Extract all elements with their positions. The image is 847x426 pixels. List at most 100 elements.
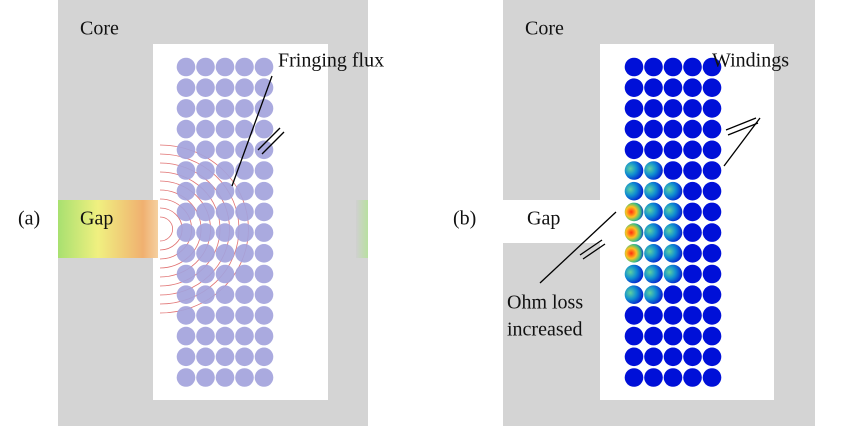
winding xyxy=(644,78,663,97)
winding xyxy=(177,203,196,222)
winding xyxy=(216,348,235,367)
winding xyxy=(625,120,644,139)
winding xyxy=(683,120,702,139)
winding-window xyxy=(153,44,328,400)
winding xyxy=(235,78,254,97)
winding xyxy=(683,99,702,118)
winding xyxy=(664,78,683,97)
winding xyxy=(664,203,683,222)
winding xyxy=(625,244,644,263)
winding xyxy=(625,348,644,367)
winding xyxy=(216,223,235,242)
winding xyxy=(625,368,644,387)
winding xyxy=(703,120,722,139)
winding xyxy=(255,285,274,304)
winding xyxy=(644,306,663,325)
winding xyxy=(683,182,702,201)
winding xyxy=(703,265,722,284)
winding xyxy=(235,182,254,201)
winding xyxy=(235,203,254,222)
winding xyxy=(644,265,663,284)
winding xyxy=(235,306,254,325)
winding xyxy=(255,368,274,387)
winding xyxy=(664,223,683,242)
winding xyxy=(683,223,702,242)
winding xyxy=(196,203,215,222)
winding xyxy=(664,161,683,180)
winding xyxy=(664,285,683,304)
winding xyxy=(196,78,215,97)
winding xyxy=(683,368,702,387)
figure: Core (a) Gap Fringing flux Core (b) Gap … xyxy=(0,0,847,426)
winding xyxy=(625,58,644,77)
winding xyxy=(177,368,196,387)
winding xyxy=(177,285,196,304)
winding xyxy=(683,265,702,284)
winding xyxy=(235,327,254,346)
winding xyxy=(664,368,683,387)
winding xyxy=(625,203,644,222)
winding xyxy=(196,141,215,160)
winding xyxy=(683,141,702,160)
winding xyxy=(196,58,215,77)
winding xyxy=(255,348,274,367)
winding xyxy=(177,120,196,139)
winding xyxy=(683,161,702,180)
winding xyxy=(625,223,644,242)
winding xyxy=(196,327,215,346)
winding xyxy=(196,244,215,263)
winding xyxy=(644,161,663,180)
winding xyxy=(625,327,644,346)
winding xyxy=(235,265,254,284)
winding xyxy=(703,306,722,325)
winding xyxy=(235,99,254,118)
winding xyxy=(216,265,235,284)
winding xyxy=(664,348,683,367)
winding xyxy=(644,182,663,201)
winding xyxy=(196,306,215,325)
winding xyxy=(177,99,196,118)
winding xyxy=(216,368,235,387)
winding xyxy=(683,58,702,77)
winding xyxy=(683,306,702,325)
winding xyxy=(703,285,722,304)
winding xyxy=(216,161,235,180)
winding xyxy=(644,120,663,139)
winding xyxy=(216,120,235,139)
winding xyxy=(644,203,663,222)
winding xyxy=(255,265,274,284)
winding xyxy=(235,244,254,263)
winding xyxy=(177,161,196,180)
winding xyxy=(644,223,663,242)
winding xyxy=(196,265,215,284)
winding xyxy=(703,203,722,222)
winding xyxy=(664,244,683,263)
winding xyxy=(664,327,683,346)
winding xyxy=(703,223,722,242)
winding xyxy=(625,306,644,325)
winding xyxy=(177,78,196,97)
winding xyxy=(644,368,663,387)
winding xyxy=(664,120,683,139)
winding xyxy=(255,327,274,346)
winding xyxy=(235,368,254,387)
winding xyxy=(235,348,254,367)
winding xyxy=(644,327,663,346)
winding xyxy=(644,58,663,77)
winding xyxy=(216,285,235,304)
winding xyxy=(177,244,196,263)
winding xyxy=(255,120,274,139)
winding xyxy=(216,58,235,77)
annotation: Ohm loss xyxy=(507,292,583,314)
winding xyxy=(644,141,663,160)
winding xyxy=(683,327,702,346)
winding xyxy=(255,306,274,325)
winding xyxy=(235,58,254,77)
winding xyxy=(664,265,683,284)
winding xyxy=(703,244,722,263)
winding xyxy=(664,58,683,77)
winding xyxy=(683,285,702,304)
winding xyxy=(703,141,722,160)
winding xyxy=(196,161,215,180)
winding xyxy=(703,161,722,180)
